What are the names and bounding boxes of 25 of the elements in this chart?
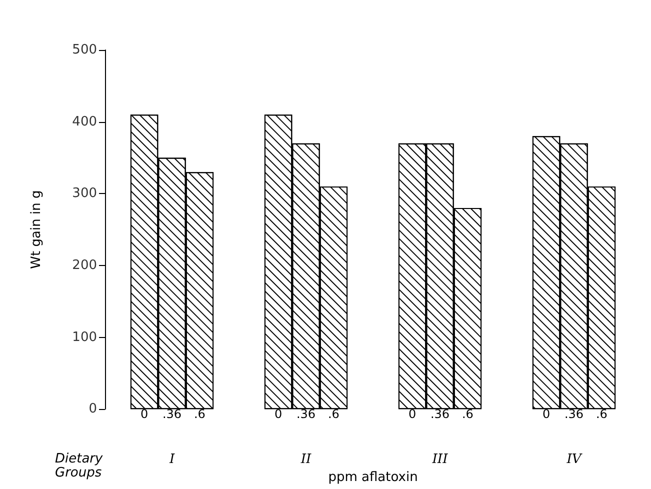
series-label: .36	[162, 407, 182, 422]
text: 0	[274, 407, 282, 422]
text: .36	[564, 407, 584, 422]
text: 0	[542, 407, 550, 422]
y-tick-label: 400	[72, 114, 97, 130]
y-tick-label: 300	[72, 186, 97, 202]
text: Dietary Groups	[55, 452, 104, 480]
text: .36	[296, 407, 316, 422]
x-tick-label: IV	[566, 452, 583, 468]
text: .6	[596, 407, 608, 422]
y-tick-label: 100	[72, 330, 97, 345]
text: .6	[328, 407, 340, 422]
series-label: 0	[140, 407, 148, 422]
y-axis-title: Wt gain in g	[29, 190, 44, 269]
text: .6	[462, 407, 474, 422]
x-tick-label: I	[168, 452, 176, 468]
y-tick-label: 500	[72, 42, 97, 58]
x-tick-label: II	[300, 452, 312, 468]
x-axis-title: ppm aflatoxin	[328, 470, 418, 485]
y-tick-label: 0	[88, 402, 97, 417]
y-tick-label: 200	[72, 258, 97, 273]
text: .36	[430, 407, 450, 422]
text: 0	[408, 407, 416, 422]
series-label: .6	[194, 407, 206, 422]
x-tick-label: III	[431, 452, 449, 468]
